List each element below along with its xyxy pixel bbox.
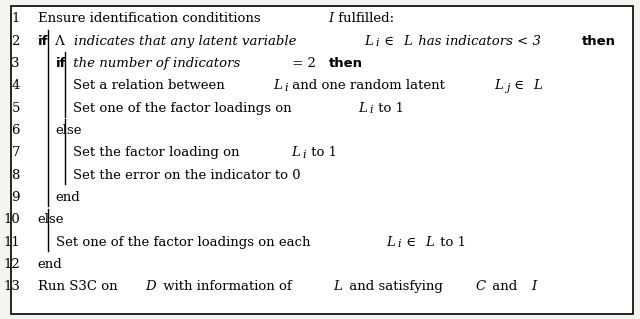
- Text: and one random latent: and one random latent: [289, 79, 449, 93]
- Text: i: i: [303, 150, 307, 160]
- Text: else: else: [38, 213, 64, 226]
- Text: D: D: [145, 280, 156, 293]
- Text: i: i: [397, 239, 401, 249]
- Text: and satisfying: and satisfying: [345, 280, 447, 293]
- Text: 11: 11: [3, 235, 20, 249]
- Text: 12: 12: [3, 258, 20, 271]
- Text: 1: 1: [12, 12, 20, 26]
- Text: if: if: [56, 57, 66, 70]
- Text: 2: 2: [12, 35, 20, 48]
- Text: has indicators < 3: has indicators < 3: [414, 35, 545, 48]
- Text: = 2: = 2: [288, 57, 320, 70]
- Text: fulfilled:: fulfilled:: [335, 12, 394, 26]
- Text: the number of indicators: the number of indicators: [69, 57, 240, 70]
- Text: L: L: [533, 79, 542, 93]
- Text: to 1: to 1: [307, 146, 337, 160]
- Text: 5: 5: [12, 102, 20, 115]
- Text: j: j: [506, 83, 509, 93]
- Text: 6: 6: [12, 124, 20, 137]
- Text: Run S3C on: Run S3C on: [38, 280, 122, 293]
- Text: Set a relation between: Set a relation between: [74, 79, 229, 93]
- Text: else: else: [56, 124, 82, 137]
- Text: 9: 9: [12, 191, 20, 204]
- Text: I: I: [531, 280, 536, 293]
- FancyBboxPatch shape: [11, 6, 633, 314]
- Text: L: L: [387, 235, 395, 249]
- Text: to 1: to 1: [436, 235, 467, 249]
- Text: 4: 4: [12, 79, 20, 93]
- Text: Set the factor loading on: Set the factor loading on: [74, 146, 244, 160]
- Text: 3: 3: [12, 57, 20, 70]
- Text: i: i: [369, 105, 373, 115]
- Text: C: C: [476, 280, 486, 293]
- Text: Ensure identification condititions: Ensure identification condititions: [38, 12, 264, 26]
- Text: Set one of the factor loadings on each: Set one of the factor loadings on each: [56, 235, 314, 249]
- Text: i: i: [284, 83, 287, 93]
- Text: 13: 13: [3, 280, 20, 293]
- Text: with information of: with information of: [159, 280, 296, 293]
- Text: then: then: [582, 35, 616, 48]
- Text: if: if: [38, 35, 48, 48]
- Text: L: L: [333, 280, 342, 293]
- Text: L: L: [273, 79, 282, 93]
- Text: L: L: [292, 146, 300, 160]
- Text: 8: 8: [12, 169, 20, 182]
- Text: ∈: ∈: [510, 79, 528, 93]
- Text: Λ: Λ: [51, 35, 69, 48]
- Text: then: then: [329, 57, 363, 70]
- Text: end: end: [38, 258, 63, 271]
- Text: Set one of the factor loadings on: Set one of the factor loadings on: [74, 102, 296, 115]
- Text: end: end: [56, 191, 80, 204]
- Text: I: I: [328, 12, 333, 26]
- Text: L: L: [494, 79, 503, 93]
- Text: L: L: [403, 35, 412, 48]
- Text: ∈: ∈: [402, 235, 420, 249]
- Text: Set the error on the indicator to 0: Set the error on the indicator to 0: [74, 169, 301, 182]
- Text: L: L: [358, 102, 367, 115]
- Text: L: L: [425, 235, 434, 249]
- Text: 7: 7: [12, 146, 20, 160]
- Text: ∈: ∈: [380, 35, 398, 48]
- Text: indicates that any latent variable: indicates that any latent variable: [74, 35, 301, 48]
- Text: and: and: [488, 280, 522, 293]
- Text: i: i: [375, 38, 379, 48]
- Text: to 1: to 1: [374, 102, 404, 115]
- Text: 10: 10: [3, 213, 20, 226]
- Text: L: L: [364, 35, 373, 48]
